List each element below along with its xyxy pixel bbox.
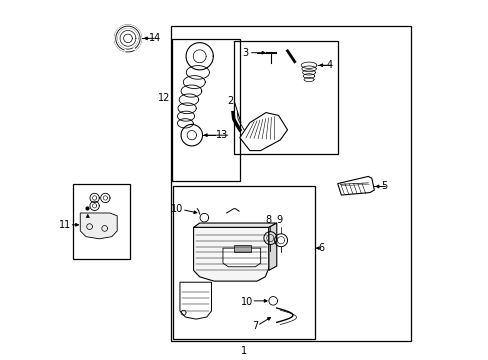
- Text: 3: 3: [242, 48, 247, 58]
- Text: 1: 1: [241, 346, 247, 356]
- Text: 6: 6: [317, 243, 324, 253]
- Polygon shape: [239, 113, 287, 150]
- Polygon shape: [223, 248, 260, 267]
- Text: 11: 11: [59, 220, 72, 230]
- Text: 14: 14: [148, 33, 161, 43]
- Polygon shape: [86, 214, 89, 218]
- Text: 5: 5: [380, 181, 386, 192]
- Text: 4: 4: [326, 60, 332, 70]
- Bar: [73, 184, 129, 259]
- Text: 8: 8: [265, 215, 271, 225]
- Text: 12: 12: [157, 93, 169, 103]
- Bar: [173, 186, 314, 338]
- Text: 7: 7: [252, 321, 258, 331]
- Text: 9: 9: [276, 215, 282, 225]
- Polygon shape: [80, 213, 117, 239]
- Text: 2: 2: [226, 96, 233, 106]
- Polygon shape: [268, 223, 276, 270]
- Polygon shape: [193, 223, 276, 227]
- Bar: [171, 26, 410, 341]
- Bar: [234, 41, 338, 154]
- Polygon shape: [180, 282, 211, 319]
- Bar: [234, 245, 250, 252]
- Polygon shape: [193, 227, 268, 281]
- Text: 10: 10: [171, 204, 183, 214]
- Polygon shape: [337, 176, 373, 195]
- Text: 13: 13: [216, 130, 228, 140]
- Bar: [172, 39, 240, 181]
- Text: 10: 10: [241, 297, 253, 307]
